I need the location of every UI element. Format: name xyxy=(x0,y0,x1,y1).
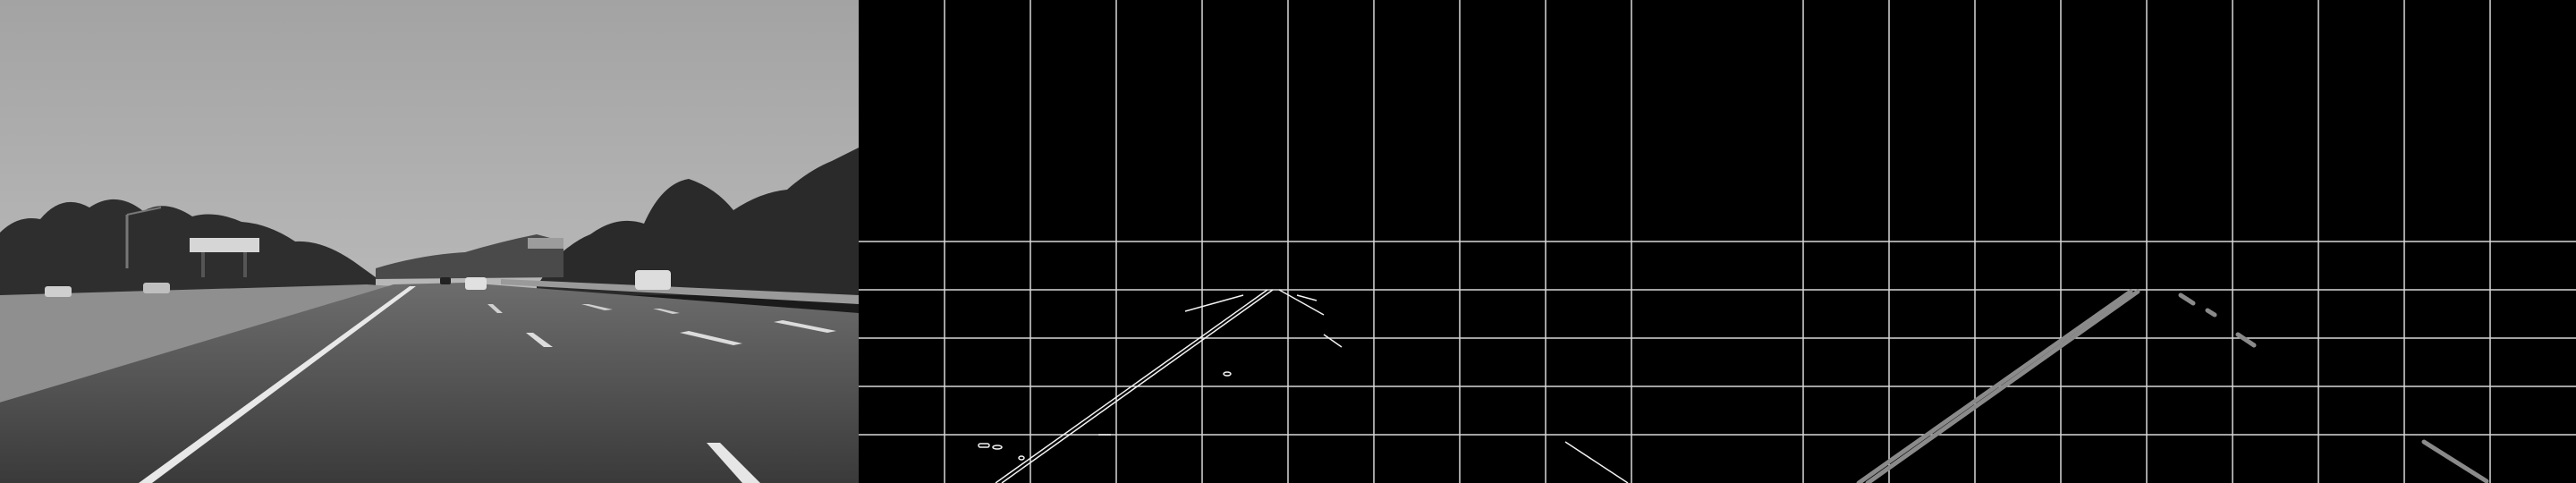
grid-overlay xyxy=(1717,0,2576,483)
lane-dash-1 xyxy=(707,443,760,483)
canny-edges-image xyxy=(859,0,1717,483)
car-5 xyxy=(143,283,170,293)
guard-rail xyxy=(501,279,859,304)
grayscale-road-image xyxy=(0,0,859,483)
canny-edges-panel xyxy=(859,0,1717,483)
car-4 xyxy=(45,286,72,297)
grid-overlay xyxy=(859,0,1717,483)
grayscale-road-panel xyxy=(0,0,859,483)
lane-dash-7 xyxy=(653,309,680,314)
lane-line-left xyxy=(139,286,416,483)
lane-dash-3 xyxy=(487,304,503,313)
car-2 xyxy=(635,270,671,290)
lane-dash-5 xyxy=(774,320,836,333)
billboard xyxy=(190,238,259,252)
hough-lines-panel xyxy=(1717,0,2576,483)
tree-line-left xyxy=(0,199,376,295)
lane-dash-6 xyxy=(581,304,613,310)
tree-line-right xyxy=(537,148,859,295)
hough-lines-image xyxy=(1717,0,2576,483)
distant-hill xyxy=(376,234,564,279)
edge-lines xyxy=(978,289,1629,483)
lane-dash-2 xyxy=(526,333,553,347)
hough-segments xyxy=(1856,289,2489,483)
car-3 xyxy=(440,277,451,284)
car-1 xyxy=(465,277,487,290)
lane-dash-4 xyxy=(680,331,742,345)
